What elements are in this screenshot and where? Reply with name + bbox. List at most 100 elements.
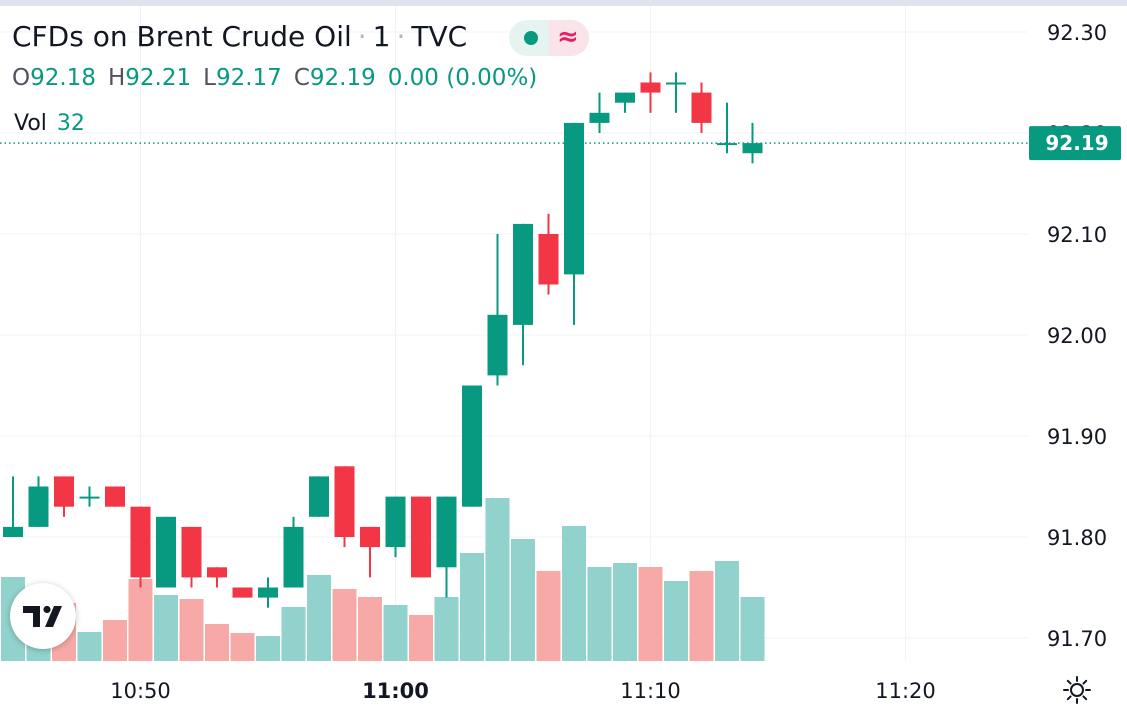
close-value: 92.19 (309, 65, 376, 91)
delayed-approx-icon: ≈ (557, 22, 579, 52)
candle-body (462, 385, 482, 507)
candle-body (334, 466, 355, 537)
candle (232, 587, 253, 598)
candle-body (487, 314, 508, 376)
candlestick-series (3, 72, 763, 608)
candle (615, 92, 635, 113)
candle-body (717, 143, 737, 146)
volume-bar (103, 620, 127, 661)
high-value: 92.21 (125, 65, 192, 91)
candle-body (742, 143, 763, 154)
volume-bar (638, 567, 663, 661)
candle (385, 496, 406, 558)
last-price-marker: 92.19 (1029, 126, 1121, 161)
volume-bar (358, 597, 382, 661)
volume-bar (281, 607, 306, 661)
volume-bar (77, 632, 102, 661)
price-tick-label: 92.30 (1047, 21, 1107, 45)
volume-bar (128, 579, 153, 661)
candle (564, 122, 584, 325)
candle (411, 496, 431, 578)
candle-body (28, 486, 49, 527)
candle-body (283, 526, 304, 588)
time-axis[interactable]: 10:50 11:00 11:10 11:20 (110, 679, 936, 703)
candle (666, 72, 686, 113)
candle-body (207, 567, 227, 578)
candle (717, 102, 737, 154)
candle (309, 476, 329, 517)
tradingview-logo-icon[interactable] (10, 583, 76, 649)
volume-value: 32 (56, 111, 85, 136)
candle (28, 476, 49, 527)
volume-bar (562, 526, 586, 661)
low-value: 92.17 (215, 65, 282, 91)
symbol-title[interactable]: CFDs on Brent Crude Oil · 1 · TVC (12, 20, 467, 53)
symbol-name[interactable]: CFDs on Brent Crude Oil (12, 20, 352, 53)
candle-body (436, 496, 457, 568)
candle-body (385, 496, 406, 548)
candle-body (564, 122, 584, 275)
candle-body (691, 92, 712, 123)
candle-body (589, 112, 610, 123)
candle (334, 466, 355, 548)
candle (691, 82, 712, 133)
volume-bar (536, 571, 561, 661)
candle-body (538, 234, 559, 285)
candle-body (130, 506, 151, 578)
candle (258, 577, 278, 608)
candle (462, 385, 482, 507)
candle-body (3, 526, 23, 537)
candle-body (258, 587, 278, 598)
candle (79, 486, 100, 507)
price-tick-label: 91.90 (1047, 425, 1107, 449)
volume-bar (256, 636, 280, 661)
candle-body (232, 587, 253, 598)
candle (360, 526, 380, 578)
volume-bar (485, 498, 510, 661)
candle-body (156, 516, 176, 588)
volume-bar (179, 599, 204, 661)
live-dot-icon (524, 31, 538, 45)
volume-bar (307, 575, 331, 661)
volume-label: Vol (14, 111, 47, 136)
candle-body (666, 82, 686, 85)
volume-bar (715, 561, 739, 661)
volume-bars (1, 498, 765, 661)
candle (513, 223, 533, 366)
market-status-pill[interactable]: ≈ (509, 20, 589, 56)
price-tick-label: 91.80 (1047, 526, 1107, 550)
candle-body (105, 486, 125, 507)
time-tick-label: 10:50 (110, 679, 171, 703)
candle-body (79, 496, 100, 499)
candle (54, 476, 74, 517)
volume-bar (383, 605, 408, 661)
candle-body (360, 526, 380, 548)
interval-label[interactable]: 1 (372, 20, 391, 53)
volume-bar (332, 589, 357, 661)
source-label[interactable]: TVC (411, 20, 468, 53)
volume-bar (460, 553, 484, 661)
candle-body (615, 92, 635, 103)
change-value: 0.00 (0.00%) (387, 65, 538, 91)
price-tick-label: 92.10 (1047, 223, 1107, 247)
top-border (0, 0, 1127, 6)
volume-bar (409, 615, 433, 661)
separator-dot: · (396, 20, 406, 53)
time-tick-label: 11:00 (362, 679, 429, 703)
volume-legend[interactable]: Vol 32 (14, 111, 85, 136)
candle-body (513, 223, 533, 325)
ohlc-legend: O92.18 H92.21 L92.17 C92.19 0.00 (0.00%) (12, 65, 538, 91)
candle (156, 516, 176, 588)
chart-settings-icon[interactable] (1062, 675, 1092, 705)
candle (640, 72, 661, 113)
price-tick-label: 91.70 (1047, 627, 1107, 651)
open-value: 92.18 (30, 65, 96, 91)
volume-bar (740, 597, 765, 661)
candle (3, 476, 23, 537)
volume-bar (205, 624, 229, 661)
candle (589, 92, 610, 133)
volume-bar (613, 563, 637, 661)
volume-bar (689, 571, 714, 661)
